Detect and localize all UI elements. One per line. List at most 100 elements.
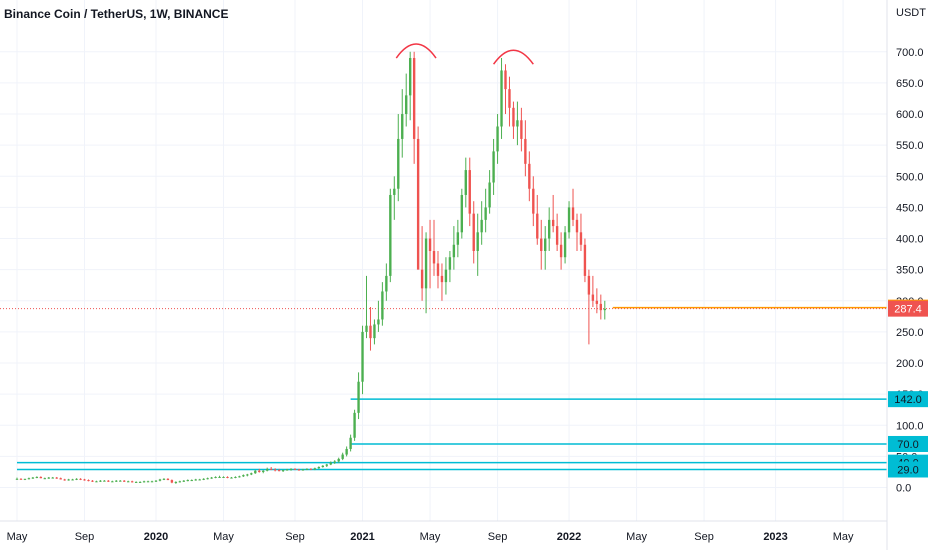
candle-body [313,468,317,470]
candle-body [83,479,86,481]
time-tick-label: Sep [285,531,305,543]
candle-body [293,468,297,470]
candle-body [575,219,579,233]
candle-body [416,138,420,270]
price-tick-label: 400.0 [896,234,924,246]
candle-body [603,308,606,311]
candle-body [436,263,440,276]
candle-body [492,151,495,183]
candle-body [47,477,50,479]
candle-body [19,478,23,480]
candle-body [178,481,182,483]
candle-body [571,207,575,220]
candle-body [472,213,475,251]
candle-body [583,244,587,276]
candle-body [186,480,189,482]
price-tick-label: 550.0 [896,140,924,152]
price-tick-label: 700.0 [896,47,924,59]
candle-body [393,188,396,195]
price-axis: 0.050.0100.0150.0200.0250.0300.0350.0400… [896,47,924,495]
candle-body [190,480,193,482]
candle-body [432,250,436,264]
candle-body [528,163,531,189]
time-tick-label: 2022 [557,531,581,543]
candle-body [35,476,39,478]
candle-body [424,238,428,289]
candle-body [448,257,452,270]
candle-body [258,470,261,472]
candle-body [198,479,201,481]
candle-body [43,478,46,480]
candle-body [456,232,460,245]
candle-body [408,58,412,96]
candle-body [146,481,150,483]
time-tick-label: May [420,531,441,543]
candle-body [504,70,507,90]
candle-body [218,476,221,478]
candle-body [23,478,27,480]
price-badge [888,391,928,408]
candle-body [91,480,94,482]
candle-body [166,478,170,481]
candle-body [79,478,82,480]
candles [15,51,606,484]
chart-title: Binance Coin / TetherUS, 1W, BINANCE [4,7,228,21]
candle-body [579,232,583,245]
candle-body [536,213,539,239]
currency-label: USDT [896,7,926,19]
candle-body [309,468,313,470]
candle-body [297,469,301,471]
candle-body [75,478,78,480]
candle-body [103,480,106,482]
candle-body [262,470,265,472]
candle-body [206,478,209,480]
candle-body [599,303,603,311]
price-tick-label: 100.0 [896,420,924,432]
candle-body [305,468,309,470]
candle-body [524,138,527,164]
price-tick-label: 500.0 [896,171,924,183]
candle-body [107,480,110,482]
candle-body [544,238,547,251]
candle-body [464,170,467,195]
candle-body [460,194,464,233]
price-badge-label: 29.0 [897,464,918,476]
time-tick-label: Sep [488,531,508,543]
time-axis: May Sep 2020 May Sep 2021 May Sep 2022 May Sep 2023… [7,531,854,543]
candle-body [389,194,392,276]
time-tick-label: Sep [694,531,714,543]
head-arc [395,43,437,59]
candle-body [345,448,348,455]
candle-body [555,226,559,245]
price-badge-label: 142.0 [894,394,922,406]
candle-body [99,480,102,482]
candle-body [51,477,54,479]
candle-body [480,219,483,233]
candle-body [508,89,511,108]
candle-body [87,480,90,482]
price-badge-label: 287.4 [894,304,922,316]
candle-body [405,95,408,115]
candle-body [281,470,285,472]
candle-body [182,480,185,482]
candle-body [127,481,130,483]
time-tick-label: May [7,531,28,543]
price-badge-label: 70.0 [897,439,918,451]
candle-body [63,479,66,481]
candle-body [587,275,591,295]
candle-body [369,325,372,339]
candle-body [520,120,523,139]
candle-body [591,294,595,301]
candle-body [488,182,491,208]
candle-body [540,238,543,251]
candle-body [130,481,134,483]
candle-body [444,269,448,283]
price-tick-label: 650.0 [896,78,924,90]
candle-body [119,480,122,482]
candle-body [412,58,416,139]
candle-body [547,219,551,239]
candle-body [563,232,567,258]
candle-body [202,478,205,480]
